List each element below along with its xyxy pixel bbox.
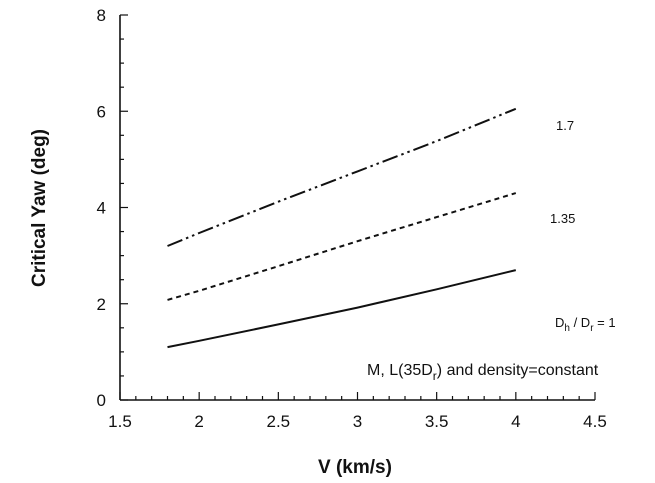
y-tick-label: 4: [97, 199, 106, 218]
x-tick-label: 4: [511, 412, 520, 431]
series-line-1: [167, 192, 517, 301]
x-tick-label: 3.5: [425, 412, 449, 431]
series-label-1-7: 1.7: [556, 118, 574, 133]
series-label-1-35: 1.35: [550, 211, 575, 226]
series-label-dh-dr-1: Dh / Dr = 1: [555, 315, 616, 334]
y-tick-label: 6: [97, 102, 106, 121]
x-tick-label: 2: [194, 412, 203, 431]
x-tick-label: 2.5: [267, 412, 291, 431]
x-tick-label: 4.5: [583, 412, 607, 431]
series-layer: [167, 107, 517, 349]
chart-annotation: M, L(35Dr) and density=constant: [367, 362, 599, 383]
x-tick-label: 1.5: [108, 412, 132, 431]
series-line-2: [167, 107, 517, 247]
x-tick-label: 3: [353, 412, 362, 431]
x-axis-label: V (km/s): [318, 457, 392, 478]
y-tick-label: 8: [97, 6, 106, 25]
y-tick-label: 0: [97, 391, 106, 410]
series-line-0: [167, 269, 517, 349]
y-axis-label: Critical Yaw (deg): [29, 129, 50, 287]
y-tick-label: 2: [97, 295, 106, 314]
